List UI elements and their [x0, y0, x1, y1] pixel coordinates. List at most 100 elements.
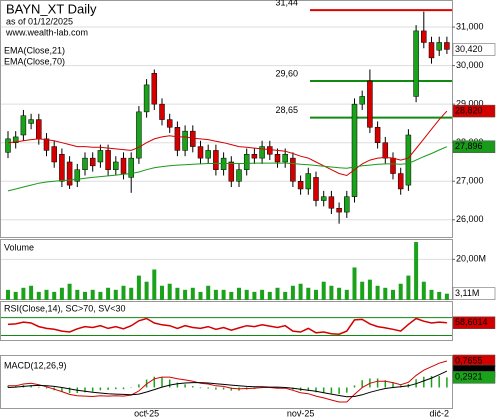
histogram-bar — [330, 387, 333, 394]
candle-body — [405, 134, 412, 186]
candle-body — [374, 127, 381, 143]
candle-body — [328, 196, 335, 209]
volume-bar — [383, 287, 388, 300]
histogram-bar — [222, 387, 225, 390]
histogram-bar — [230, 387, 233, 391]
value-tag — [452, 43, 496, 56]
volume-bar — [306, 287, 311, 300]
candle-body — [274, 154, 281, 163]
volume-bar — [106, 287, 111, 300]
candle-body — [205, 150, 211, 159]
legend-entry: EMA(Close,21) — [4, 45, 65, 55]
rsi-panel — [0, 301, 453, 341]
price-panel — [0, 0, 453, 238]
volume-bar — [29, 285, 34, 300]
volume-bar — [421, 281, 426, 300]
y-tick-label: 27,000 — [456, 176, 484, 186]
candle-body — [174, 127, 181, 151]
volume-bar — [352, 267, 357, 300]
volume-bar — [221, 289, 226, 300]
volume-bar — [344, 289, 349, 300]
volume-bar — [175, 287, 180, 300]
candle-body — [51, 146, 57, 163]
volume-bar — [206, 285, 211, 300]
histogram-bar — [346, 387, 348, 393]
candle-body — [305, 173, 312, 190]
value-tag-label: 0,7655 — [455, 355, 483, 365]
candle-body — [444, 42, 450, 50]
volume-bar — [267, 291, 272, 300]
candle-body — [228, 161, 235, 182]
candle-body — [82, 157, 88, 170]
candle-body — [151, 73, 158, 105]
value-tag-label: 0,2921 — [455, 372, 483, 382]
volume-bar — [337, 287, 342, 300]
volume-bar — [13, 291, 18, 300]
volume-bar — [329, 285, 334, 300]
volume-bar — [275, 287, 280, 300]
panel-title: Volume — [4, 242, 34, 252]
volume-bar — [375, 285, 380, 300]
candle-body — [282, 154, 288, 163]
volume-bar — [67, 283, 72, 300]
histogram-bar — [315, 387, 317, 393]
candle-body — [421, 30, 427, 43]
candle-body — [20, 115, 27, 136]
candle-body — [166, 119, 173, 128]
histogram-bar — [184, 384, 186, 388]
candle-body — [190, 130, 196, 147]
candle-body — [290, 157, 296, 182]
candle-body — [243, 154, 250, 170]
histogram-bar — [361, 380, 363, 388]
value-tag — [452, 371, 496, 384]
rsi-line — [7, 317, 447, 335]
candle-body — [413, 30, 419, 97]
histogram-bar — [353, 385, 356, 388]
volume-bar — [391, 289, 395, 300]
candle-body — [197, 146, 204, 159]
legend-entry: EMA(Close,70) — [4, 56, 65, 66]
volume-bar — [152, 269, 157, 300]
y-tick-label: 20,00M — [456, 254, 486, 264]
y-tick-label: 29,000 — [456, 99, 484, 109]
x-tick-label: nov-25 — [287, 408, 315, 418]
histogram-bar — [107, 387, 109, 390]
volume-bar — [414, 242, 419, 300]
candle-body — [351, 103, 358, 197]
candle-body — [28, 119, 34, 124]
histogram-bar — [322, 387, 325, 393]
value-tag — [452, 316, 496, 329]
volume-bar — [198, 291, 203, 300]
value-tag-label: 58,6014 — [455, 317, 488, 327]
candle-body — [159, 103, 165, 120]
candle-body — [66, 161, 73, 186]
volume-bar — [160, 285, 164, 300]
volume-bar — [237, 287, 241, 300]
level-label: 29,60 — [275, 68, 298, 78]
histogram-bar — [376, 378, 379, 388]
volume-bar — [167, 283, 172, 300]
level-label: 31,44 — [275, 0, 298, 7]
volume-bar — [290, 285, 295, 300]
histogram-bar — [423, 376, 425, 388]
histogram-bar — [122, 387, 125, 390]
histogram-bar — [84, 387, 86, 393]
panel-title: MACD(12,26,9) — [4, 360, 67, 370]
value-tag-label: 30,420 — [455, 44, 483, 54]
histogram-bar — [168, 379, 171, 388]
candle-body — [5, 138, 11, 153]
histogram-bar — [192, 386, 194, 388]
candle-body — [344, 196, 350, 213]
candle-body — [120, 157, 127, 174]
candle-body — [297, 181, 304, 190]
histogram-bar — [215, 387, 217, 390]
volume-bar — [44, 289, 49, 300]
histogram-bar — [199, 387, 202, 389]
histogram-bar — [115, 387, 117, 390]
volume-bar — [6, 289, 10, 300]
volume-bar — [83, 291, 87, 300]
volume-bar — [121, 285, 126, 300]
x-tick-label: oct-25 — [134, 408, 159, 418]
candle-body — [36, 119, 42, 140]
